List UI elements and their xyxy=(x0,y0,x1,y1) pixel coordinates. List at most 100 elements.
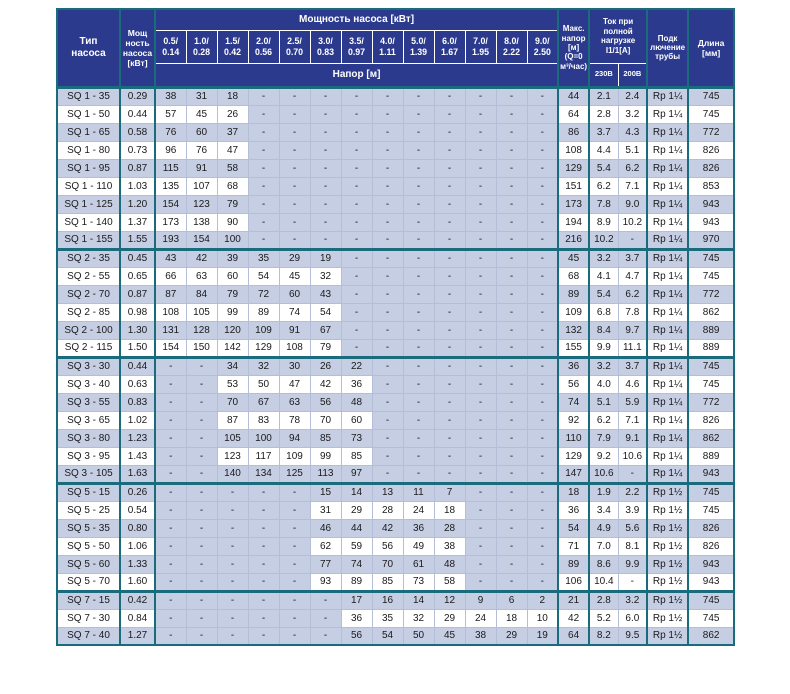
head-cell: - xyxy=(495,392,528,412)
max-head-cell: 36 xyxy=(557,500,591,520)
power-cell: 0.83 xyxy=(119,392,156,412)
head-cell: 135 xyxy=(154,176,187,196)
head-cell: - xyxy=(402,320,435,340)
head-cell: 142 xyxy=(216,338,249,358)
length-cell: 745 xyxy=(687,590,735,610)
pipe-connection-cell: Rp 1¼ xyxy=(646,284,690,304)
power-cell: 1.50 xyxy=(119,338,156,358)
head-cell: - xyxy=(154,464,187,484)
head-cell: 125 xyxy=(278,464,311,484)
pump-series-sq-3: SQ 3 - 30 0.44- -34 32 30 26 22- - - - - -36 3.2 3.7 R… xyxy=(56,356,735,484)
power-cell: 1.63 xyxy=(119,464,156,484)
power-cell: 0.65 xyxy=(119,266,156,286)
power-cell: 1.03 xyxy=(119,176,156,196)
head-cell: 18 xyxy=(495,608,528,628)
power-cell: 1.23 xyxy=(119,428,156,448)
head-cell: - xyxy=(495,410,528,430)
flow-column-header: 2.5/ 0.70 xyxy=(278,29,311,64)
length-cell: 943 xyxy=(687,212,735,232)
head-cell: - xyxy=(309,212,342,232)
head-cell: 76 xyxy=(185,140,218,160)
head-cell: 28 xyxy=(371,500,404,520)
head-cell: - xyxy=(185,464,218,484)
flow-column-header: 9.0/ 2.50 xyxy=(526,29,560,64)
head-cell: - xyxy=(154,374,187,394)
head-cell: - xyxy=(526,86,560,106)
head-cell: - xyxy=(433,158,466,178)
flow-column-header: 2.0/ 0.56 xyxy=(247,29,280,64)
current-200-cell: 3.7 xyxy=(617,356,649,376)
current-200-cell: 2.2 xyxy=(617,482,649,502)
current-230-cell: 3.7 xyxy=(588,122,619,142)
head-cell: - xyxy=(402,302,435,322)
head-cell: 128 xyxy=(185,320,218,340)
head-cell: - xyxy=(526,500,560,520)
current-200-cell: - xyxy=(617,230,649,250)
head-cell: - xyxy=(154,428,187,448)
table-row: SQ 7 - 40 1.27- - - - - -56 54 50 45 38 29 19 64 8.2 9.… xyxy=(56,626,735,646)
head-cell: - xyxy=(526,320,560,340)
max-head-cell: 129 xyxy=(557,158,591,178)
table-row: SQ 1 - 155 1.55 193 154 100- - - - - - - - - -216 10.2… xyxy=(56,230,735,250)
head-cell: - xyxy=(433,356,466,376)
power-cell: 1.33 xyxy=(119,554,156,574)
head-cell: - xyxy=(464,248,497,268)
head-cell: - xyxy=(526,446,560,466)
head-cell: - xyxy=(185,536,218,556)
head-cell: 70 xyxy=(309,410,342,430)
head-cell: 60 xyxy=(278,284,311,304)
head-cell: - xyxy=(216,554,249,574)
head-cell: - xyxy=(402,86,435,106)
head-cell: - xyxy=(247,104,280,124)
current-230-cell: 2.8 xyxy=(588,590,619,610)
length-cell: 745 xyxy=(687,248,735,268)
head-cell: 63 xyxy=(185,266,218,286)
head-cell: 138 xyxy=(185,212,218,232)
head-cell: 154 xyxy=(154,338,187,358)
head-cell: 56 xyxy=(371,536,404,556)
length-cell: 745 xyxy=(687,482,735,502)
head-cell: - xyxy=(340,302,373,322)
head-cell: - xyxy=(495,536,528,556)
current-200-cell: 9.1 xyxy=(617,428,649,448)
head-cell: 17 xyxy=(340,590,373,610)
head-cell: 108 xyxy=(278,338,311,358)
current-230-cell: 8.2 xyxy=(588,626,619,646)
max-head-cell: 56 xyxy=(557,374,591,394)
head-cell: - xyxy=(340,140,373,160)
table-row: SQ 3 - 95 1.43- -123 117 109 99 85- - - - - -129 9.2… xyxy=(56,446,735,466)
head-cell: 154 xyxy=(154,194,187,214)
current-230-cell: 3.2 xyxy=(588,248,619,268)
head-cell: 38 xyxy=(464,626,497,646)
pipe-connection-cell: Rp 1½ xyxy=(646,626,690,646)
head-cell: - xyxy=(185,374,218,394)
length-cell: 772 xyxy=(687,122,735,142)
max-head-cell: 129 xyxy=(557,446,591,466)
table-row: SQ 7 - 30 0.84- - - - - -36 35 32 29 24 18 10 42 5.2 6.… xyxy=(56,608,735,628)
head-cell: 140 xyxy=(216,464,249,484)
pump-spec-table: Тип насоса Мощ ность насоса [кВт] Мощнос… xyxy=(56,8,736,646)
head-cell: - xyxy=(402,410,435,430)
table-row: SQ 3 - 65 1.02- -87 83 78 70 60- - - - - -92 6.2 7.1 R… xyxy=(56,410,735,430)
head-cell: - xyxy=(464,482,497,502)
header-pipe-connection: Подк лючение трубы xyxy=(646,8,690,88)
head-cell: - xyxy=(402,374,435,394)
head-cell: - xyxy=(495,338,528,358)
head-cell: - xyxy=(247,590,280,610)
head-cell: 18 xyxy=(216,86,249,106)
flow-column-header: 6.0/ 1.67 xyxy=(433,29,466,64)
head-cell: - xyxy=(495,302,528,322)
head-cell: - xyxy=(278,212,311,232)
head-cell: - xyxy=(278,500,311,520)
head-cell: - xyxy=(495,446,528,466)
head-cell: - xyxy=(495,140,528,160)
head-cell: 60 xyxy=(185,122,218,142)
current-230-cell: 1.9 xyxy=(588,482,619,502)
head-cell: - xyxy=(402,212,435,232)
head-cell: 45 xyxy=(433,626,466,646)
pump-type-cell: SQ 3 - 80 xyxy=(56,428,121,448)
head-cell: 49 xyxy=(402,536,435,556)
head-cell: - xyxy=(495,428,528,448)
head-cell: - xyxy=(495,572,528,592)
head-cell: - xyxy=(278,608,311,628)
